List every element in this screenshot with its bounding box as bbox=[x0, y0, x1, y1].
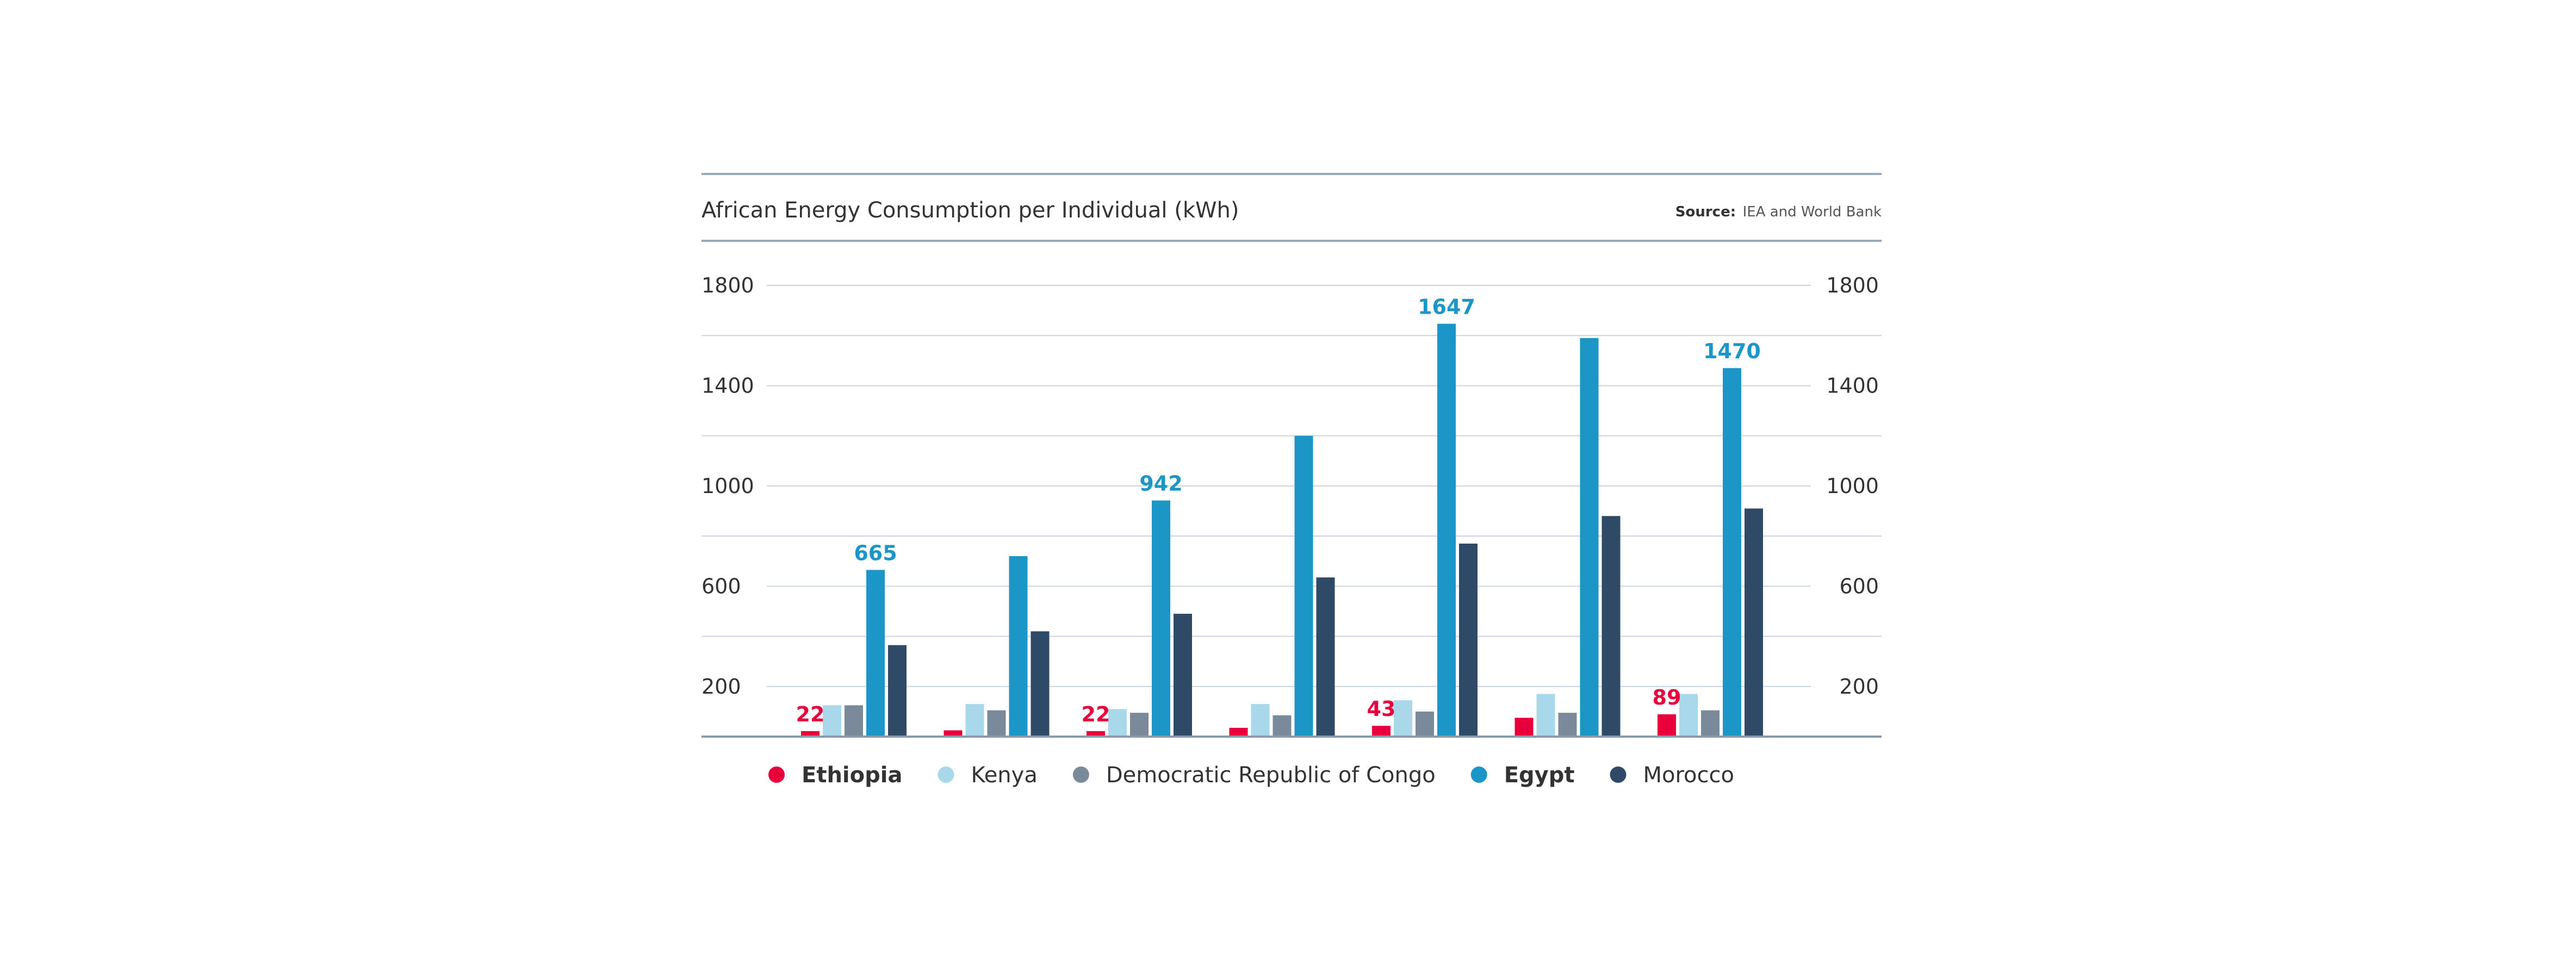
bar-ethiopia bbox=[1229, 727, 1248, 737]
y-tick-left: 1000 bbox=[702, 474, 754, 498]
data-label: 1647 bbox=[1418, 295, 1475, 319]
bar-democratic-republic-of-congo bbox=[1273, 715, 1292, 737]
chart-title: African Energy Consumption per Individua… bbox=[702, 198, 1239, 223]
bar-egypt bbox=[1009, 556, 1028, 737]
data-label: 1470 bbox=[1703, 339, 1761, 363]
y-tick-right: 600 bbox=[1839, 574, 1879, 598]
legend: Ethiopia Kenya Democratic Republic of Cong… bbox=[768, 763, 1734, 788]
y-tick-right: 1800 bbox=[1826, 273, 1879, 297]
bar-ethiopia bbox=[944, 730, 963, 737]
y-tick-right: 1000 bbox=[1826, 474, 1879, 498]
data-label: 43 bbox=[1367, 697, 1396, 721]
bar-kenya bbox=[1679, 694, 1698, 737]
y-tick-left: 1800 bbox=[702, 273, 754, 297]
data-labels: 22 22 43 89 665 942 1647 1470 bbox=[796, 295, 1761, 726]
y-tick-right: 1400 bbox=[1826, 373, 1879, 397]
bar-egypt bbox=[1437, 323, 1456, 737]
bar-morocco bbox=[1174, 614, 1192, 737]
bar-kenya bbox=[1536, 694, 1555, 737]
bar-democratic-republic-of-congo bbox=[987, 710, 1006, 737]
data-label: 22 bbox=[796, 702, 825, 726]
bar-democratic-republic-of-congo bbox=[1130, 713, 1149, 737]
source-label: Source: bbox=[1675, 204, 1736, 220]
legend-swatch bbox=[1610, 767, 1627, 783]
bar-ethiopia bbox=[1087, 731, 1105, 737]
legend-label: Egypt bbox=[1504, 763, 1575, 788]
bar-democratic-republic-of-congo bbox=[845, 705, 863, 737]
legend-swatch bbox=[768, 767, 785, 783]
bar-democratic-republic-of-congo bbox=[1701, 710, 1720, 737]
bar-ethiopia bbox=[1372, 726, 1391, 737]
y-tick-right: 200 bbox=[1839, 675, 1879, 699]
y-tick-left: 600 bbox=[702, 574, 741, 598]
bars bbox=[801, 323, 1763, 737]
legend-label: Ethiopia bbox=[802, 763, 902, 788]
bar-democratic-republic-of-congo bbox=[1416, 711, 1434, 737]
legend-swatch bbox=[1470, 767, 1487, 783]
bar-egypt bbox=[1580, 338, 1599, 737]
bar-democratic-republic-of-congo bbox=[1558, 713, 1577, 737]
bar-kenya bbox=[965, 704, 984, 737]
bar-egypt bbox=[1294, 435, 1313, 737]
legend-label: Kenya bbox=[971, 763, 1037, 788]
data-label: 665 bbox=[854, 541, 897, 565]
legend-swatch bbox=[938, 767, 954, 783]
data-label: 89 bbox=[1653, 686, 1681, 709]
y-tick-left: 1400 bbox=[702, 373, 754, 397]
bar-egypt bbox=[866, 570, 885, 737]
bar-morocco bbox=[1459, 543, 1478, 737]
bar-ethiopia bbox=[801, 731, 820, 737]
data-label: 942 bbox=[1139, 472, 1182, 496]
bar-morocco bbox=[1316, 577, 1335, 737]
bar-egypt bbox=[1152, 500, 1170, 737]
bar-morocco bbox=[888, 645, 907, 737]
bar-kenya bbox=[1251, 704, 1270, 737]
legend-label: Morocco bbox=[1643, 763, 1734, 788]
bar-morocco bbox=[1602, 516, 1621, 737]
source: Source: IEA and World Bank bbox=[1675, 204, 1882, 220]
bar-ethiopia bbox=[1514, 718, 1534, 737]
y-tick-left: 200 bbox=[702, 675, 741, 699]
legend-label: Democratic Republic of Congo bbox=[1106, 763, 1436, 788]
bar-ethiopia bbox=[1658, 714, 1676, 737]
bar-kenya bbox=[1108, 709, 1127, 737]
bar-kenya bbox=[823, 705, 841, 737]
gridlines bbox=[702, 285, 1882, 687]
bar-morocco bbox=[1745, 508, 1763, 737]
source-text: IEA and World Bank bbox=[1743, 204, 1882, 220]
bar-morocco bbox=[1031, 631, 1050, 737]
data-label: 22 bbox=[1082, 702, 1110, 726]
bar-kenya bbox=[1394, 700, 1412, 737]
legend-swatch bbox=[1072, 767, 1089, 783]
y-axis-ticks: 200 200 600 600 1000 1000 1400 1400 1800 1800 bbox=[702, 273, 1879, 699]
bar-egypt bbox=[1723, 368, 1741, 737]
